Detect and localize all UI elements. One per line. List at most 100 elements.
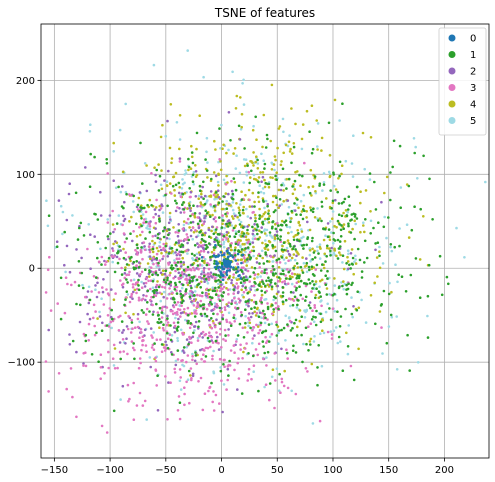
data-point-series-5	[238, 171, 242, 175]
data-point-series-3	[253, 237, 257, 240]
data-point-series-4	[186, 283, 190, 287]
data-point-series-1	[281, 300, 285, 304]
data-point-series-1	[192, 331, 195, 335]
data-point-series-1	[305, 342, 308, 346]
data-point-series-4	[231, 215, 234, 218]
data-point-series-3	[190, 341, 193, 345]
data-point-series-1	[284, 298, 288, 302]
data-point-series-5	[332, 251, 336, 255]
data-point-series-3	[136, 208, 140, 211]
data-point-series-1	[389, 171, 392, 174]
data-point-series-5	[231, 208, 235, 212]
data-point-series-1	[281, 291, 285, 294]
data-point-series-1	[198, 230, 201, 234]
data-point-series-3	[56, 302, 59, 305]
data-point-series-3	[215, 226, 219, 229]
data-point-series-3	[84, 295, 87, 299]
data-point-series-3	[149, 287, 152, 291]
data-point-series-4	[359, 190, 362, 193]
data-point-series-1	[250, 169, 253, 173]
data-point-series-2	[185, 338, 189, 341]
data-point-series-2	[154, 285, 158, 289]
data-point-series-3	[175, 310, 179, 314]
data-point-series-3	[287, 259, 290, 263]
data-point-series-1	[238, 223, 242, 226]
data-point-series-5	[351, 315, 355, 319]
data-point-series-1	[312, 315, 315, 319]
data-point-series-1	[258, 254, 262, 258]
data-point-series-3	[269, 255, 273, 258]
data-point-series-1	[232, 177, 236, 180]
data-point-series-0	[222, 274, 225, 277]
data-point-series-5	[87, 223, 90, 226]
data-point-series-1	[369, 232, 373, 235]
data-point-series-4	[292, 183, 295, 186]
data-point-series-4	[237, 206, 241, 209]
data-point-series-1	[230, 302, 233, 306]
data-point-series-4	[294, 234, 297, 237]
data-point-series-4	[112, 141, 115, 145]
data-point-series-3	[280, 380, 284, 384]
data-point-series-3	[221, 313, 225, 317]
data-point-series-4	[168, 182, 172, 185]
data-point-series-1	[351, 263, 355, 266]
data-point-series-2	[159, 248, 163, 252]
data-point-series-1	[365, 256, 369, 260]
data-point-series-3	[199, 299, 203, 303]
data-point-series-5	[387, 325, 391, 328]
data-point-series-4	[224, 281, 228, 285]
data-point-series-3	[185, 249, 188, 252]
data-point-series-3	[197, 267, 200, 271]
data-point-series-3	[212, 390, 215, 393]
data-point-series-3	[219, 289, 222, 293]
data-point-series-1	[246, 246, 250, 249]
data-point-series-1	[326, 277, 329, 280]
data-point-series-2	[122, 328, 125, 332]
data-point-series-4	[170, 157, 174, 160]
data-point-series-5	[394, 263, 397, 267]
data-point-series-4	[335, 254, 338, 258]
data-point-series-1	[339, 315, 343, 318]
data-point-series-4	[344, 209, 348, 212]
data-point-series-3	[117, 315, 120, 319]
data-point-series-4	[288, 150, 292, 153]
data-point-series-1	[240, 392, 244, 395]
data-point-series-4	[335, 226, 338, 229]
data-point-series-1	[267, 212, 270, 215]
data-point-series-1	[294, 351, 298, 354]
data-point-series-3	[130, 292, 134, 296]
data-point-series-3	[162, 242, 165, 246]
data-point-series-4	[307, 185, 310, 189]
data-point-series-1	[207, 242, 211, 245]
data-point-series-3	[258, 266, 262, 269]
data-point-series-5	[184, 169, 187, 172]
data-point-series-5	[245, 170, 248, 174]
data-point-series-5	[159, 183, 163, 187]
data-point-series-3	[208, 385, 212, 389]
data-point-series-0	[241, 253, 245, 257]
data-point-series-3	[170, 192, 173, 195]
data-point-series-3	[222, 285, 226, 289]
data-point-series-2	[106, 270, 109, 274]
data-point-series-3	[186, 354, 190, 357]
data-point-series-3	[251, 211, 254, 214]
data-point-series-5	[112, 150, 115, 153]
data-point-series-4	[124, 311, 127, 315]
data-point-series-4	[270, 287, 274, 291]
data-point-series-1	[205, 244, 208, 247]
data-point-series-4	[173, 188, 176, 192]
data-point-series-2	[154, 173, 157, 177]
data-point-series-3	[248, 280, 251, 283]
data-point-series-4	[182, 220, 186, 223]
data-point-series-1	[144, 237, 147, 240]
data-point-series-2	[196, 301, 199, 305]
data-point-series-1	[311, 147, 315, 151]
data-point-series-1	[315, 287, 318, 291]
data-point-series-1	[329, 254, 332, 257]
data-point-series-1	[198, 184, 202, 188]
data-point-series-1	[404, 290, 408, 293]
data-point-series-0	[222, 253, 226, 256]
data-point-series-5	[416, 177, 419, 180]
data-point-series-1	[237, 211, 241, 215]
data-point-series-1	[225, 222, 228, 226]
